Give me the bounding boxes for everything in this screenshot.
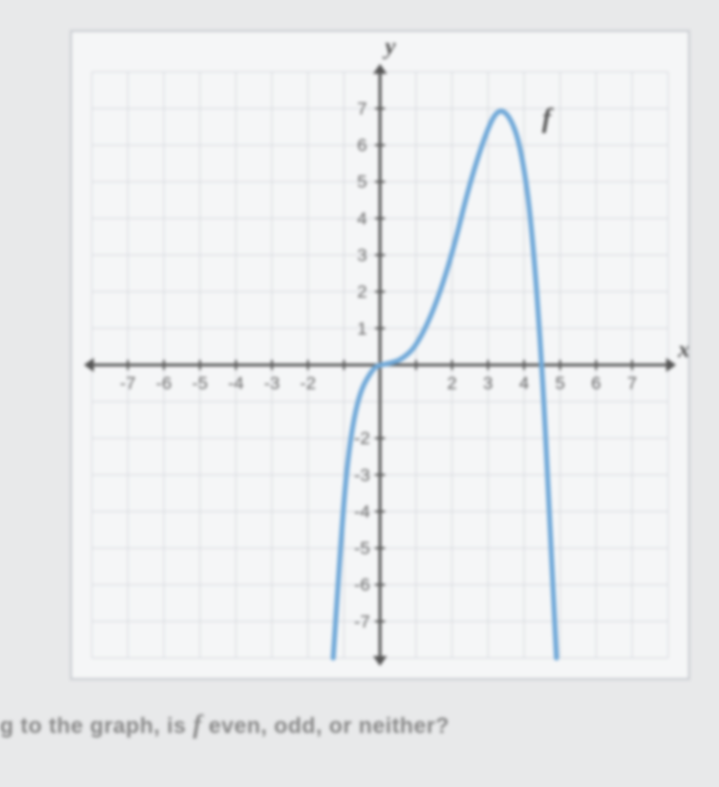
svg-text:-7: -7 (354, 611, 370, 631)
svg-text:-2: -2 (300, 373, 316, 393)
question-text: g to the graph, is f even, odd, or neith… (0, 710, 449, 740)
svg-text:6: 6 (357, 135, 367, 155)
svg-text:-6: -6 (156, 373, 172, 393)
svg-text:7: 7 (357, 98, 367, 118)
svg-text:-3: -3 (354, 465, 370, 485)
svg-text:7: 7 (627, 373, 637, 393)
svg-text:1: 1 (357, 318, 367, 338)
question-prefix: g to the graph, is (0, 713, 193, 738)
function-graph: -7 -6 -5 -4 -3 -2 2 3 4 5 6 7 7 6 5 4 3 2 1 -2 -3 -4 -5 -6 -7 y x… (70, 30, 690, 680)
svg-text:4: 4 (357, 208, 367, 228)
svg-text:-5: -5 (192, 373, 208, 393)
svg-text:2: 2 (447, 373, 457, 393)
svg-text:2: 2 (357, 282, 367, 302)
svg-text:4: 4 (519, 373, 529, 393)
svg-text:-6: -6 (354, 575, 370, 595)
svg-text:-7: -7 (120, 373, 136, 393)
svg-text:5: 5 (555, 373, 565, 393)
svg-text:3: 3 (483, 373, 493, 393)
svg-text:x: x (677, 337, 688, 363)
svg-text:-4: -4 (228, 373, 244, 393)
svg-text:-5: -5 (354, 538, 370, 558)
svg-text:-4: -4 (354, 501, 370, 521)
svg-text:-3: -3 (264, 373, 280, 393)
svg-text:5: 5 (357, 172, 367, 192)
svg-text:f: f (542, 103, 554, 134)
chart-svg: -7 -6 -5 -4 -3 -2 2 3 4 5 6 7 7 6 5 4 3 2 1 -2 -3 -4 -5 -6 -7 y x… (72, 32, 688, 678)
svg-text:3: 3 (357, 245, 367, 265)
svg-text:6: 6 (591, 373, 601, 393)
question-suffix: even, odd, or neither? (209, 713, 450, 738)
svg-text:-2: -2 (354, 428, 370, 448)
question-func: f (193, 710, 202, 739)
svg-text:y: y (382, 34, 396, 60)
